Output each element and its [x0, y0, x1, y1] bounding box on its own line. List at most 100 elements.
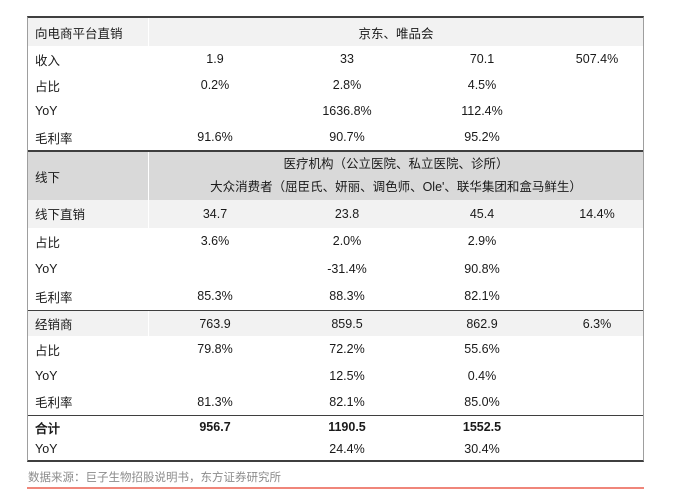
cell-col1 — [149, 438, 281, 460]
cell-col3: 862.9 — [466, 316, 498, 331]
cell-growth — [551, 283, 643, 311]
row-total: 合计 956.7 1190.5 1552.5 — [28, 415, 643, 438]
row-share: 占比 0.2% 2.8% 4.5% — [28, 72, 643, 98]
row-label: YoY — [35, 104, 58, 118]
cell-growth — [551, 438, 643, 460]
cell-col2: 859.5 — [331, 316, 363, 331]
row-label: 占比 — [35, 79, 61, 94]
cell-growth — [551, 72, 643, 98]
row-ecommerce-direct-header: 向电商平台直销 京东、唯品会 — [28, 18, 643, 46]
row-label: 经销商 — [35, 318, 73, 333]
cell-col2: 88.3% — [329, 289, 365, 304]
cell-col1 — [149, 363, 281, 389]
row-values: 79.8% 72.2% 55.6% — [148, 336, 643, 363]
row-label: YoY — [35, 368, 58, 383]
cell-col1: 3.6% — [200, 234, 230, 249]
cell-growth — [551, 124, 643, 150]
row-label: 占比 — [35, 343, 61, 358]
row-label: 占比 — [35, 235, 61, 250]
row-values: 24.4% 30.4% — [148, 438, 643, 460]
row-label: 毛利率 — [35, 131, 73, 146]
cell-col2: 1190.5 — [328, 420, 366, 434]
row-values: 81.3% 82.1% 85.0% — [148, 388, 643, 415]
cell-growth — [551, 416, 643, 438]
cell-col3: 112.4% — [461, 104, 503, 118]
cell-growth — [551, 228, 643, 256]
row-label: 合计 — [35, 421, 61, 436]
row-label: 线下 — [35, 170, 61, 185]
row-gross-margin: 毛利率 81.3% 82.1% 85.0% — [28, 388, 643, 415]
row-yoy: YoY 12.5% 0.4% — [28, 362, 643, 389]
row-label: 向电商平台直销 — [35, 26, 123, 41]
cell-col1 — [149, 98, 281, 124]
ecommerce-platforms-cell: 京东、唯品会 — [148, 18, 643, 46]
row-values: 0.2% 2.8% 4.5% — [148, 72, 643, 98]
row-share: 占比 79.8% 72.2% 55.6% — [28, 336, 643, 363]
cell-col2: -31.4% — [327, 261, 367, 276]
cell-growth — [551, 363, 643, 389]
row-label: YoY — [35, 261, 58, 276]
cell-growth: 6.3% — [582, 316, 612, 331]
cell-col2: 2.0% — [332, 234, 362, 249]
cell-col1: 956.7 — [199, 420, 231, 434]
cell-col3: 55.6% — [464, 342, 500, 357]
row-yoy: YoY -31.4% 90.8% — [28, 255, 643, 283]
cell-growth — [551, 255, 643, 283]
cell-col3: 0.4% — [467, 368, 497, 383]
cell-col3: 95.2% — [464, 130, 500, 144]
offline-consumer-line: 大众消费者（屈臣氏、妍丽、调色师、Ole'、联华集团和盒马鲜生） — [210, 180, 582, 194]
offline-channels-cell: 医疗机构（公立医院、私立医院、诊所） 大众消费者（屈臣氏、妍丽、调色师、Ole'… — [148, 152, 643, 200]
row-values: 1636.8% 112.4% — [148, 98, 643, 124]
row-values: 956.7 1190.5 1552.5 — [148, 416, 643, 438]
cell-col1 — [149, 255, 281, 283]
cell-col2: 2.8% — [332, 78, 362, 92]
cell-col1: 79.8% — [197, 342, 233, 357]
row-yoy: YoY 1636.8% 112.4% — [28, 98, 643, 124]
cell-growth — [551, 389, 643, 415]
cell-col2: 12.5% — [329, 368, 365, 383]
row-values: 34.7 23.8 45.4 14.4% — [148, 200, 643, 228]
row-gross-margin: 毛利率 85.3% 88.3% 82.1% — [28, 282, 643, 311]
offline-medical-line: 医疗机构（公立医院、私立医院、诊所） — [283, 157, 509, 171]
cell-col1: 0.2% — [200, 78, 230, 92]
cell-col3: 90.8% — [464, 261, 500, 276]
cell-col1: 81.3% — [197, 394, 233, 409]
row-label: YoY — [35, 442, 58, 456]
row-share: 占比 3.6% 2.0% 2.9% — [28, 227, 643, 256]
cell-col1: 1.9 — [206, 52, 224, 66]
cell-col3: 2.9% — [467, 234, 497, 249]
row-gross-margin: 毛利率 91.6% 90.7% 95.2% — [28, 124, 643, 150]
row-label: 毛利率 — [35, 290, 73, 305]
row-offline-header: 线下 医疗机构（公立医院、私立医院、诊所） 大众消费者（屈臣氏、妍丽、调色师、O… — [28, 150, 643, 200]
cell-col2: 90.7% — [329, 130, 365, 144]
row-values: 12.5% 0.4% — [148, 362, 643, 389]
cell-col1: 34.7 — [202, 206, 228, 221]
row-label: 收入 — [35, 53, 61, 68]
data-source-note: 数据来源：巨子生物招股说明书，东方证券研究所 — [28, 472, 281, 484]
row-values: 1.9 33 70.1 507.4% — [148, 46, 643, 72]
row-values: 3.6% 2.0% 2.9% — [148, 227, 643, 256]
cell-col3: 82.1% — [464, 289, 500, 304]
cell-col2: 82.1% — [329, 394, 365, 409]
row-distributor: 经销商 763.9 859.5 862.9 6.3% — [28, 310, 643, 337]
cell-col1: 763.9 — [199, 316, 231, 331]
row-values: -31.4% 90.8% — [148, 255, 643, 283]
cell-col3: 30.4% — [464, 442, 500, 456]
cell-col2: 72.2% — [329, 342, 365, 357]
row-values: 91.6% 90.7% 95.2% — [148, 124, 643, 150]
cell-col3: 85.0% — [464, 394, 500, 409]
row-label: 毛利率 — [35, 396, 73, 411]
cell-col3: 70.1 — [469, 52, 495, 66]
cell-col2: 23.8 — [334, 206, 360, 221]
cell-col3: 1552.5 — [462, 420, 502, 434]
cell-col2: 24.4% — [329, 442, 365, 456]
row-label: 线下直销 — [35, 208, 86, 223]
row-total-yoy: YoY 24.4% 30.4% — [28, 438, 643, 460]
cell-growth: 507.4% — [575, 52, 619, 66]
row-offline-direct: 线下直销 34.7 23.8 45.4 14.4% — [28, 200, 643, 228]
channel-revenue-table: 向电商平台直销 京东、唯品会 收入 1.9 33 70.1 507.4% 占比 … — [27, 16, 644, 462]
row-revenue: 收入 1.9 33 70.1 507.4% — [28, 46, 643, 72]
cell-col3: 4.5% — [467, 78, 497, 92]
cell-growth — [551, 98, 643, 124]
cell-col1: 91.6% — [197, 130, 233, 144]
